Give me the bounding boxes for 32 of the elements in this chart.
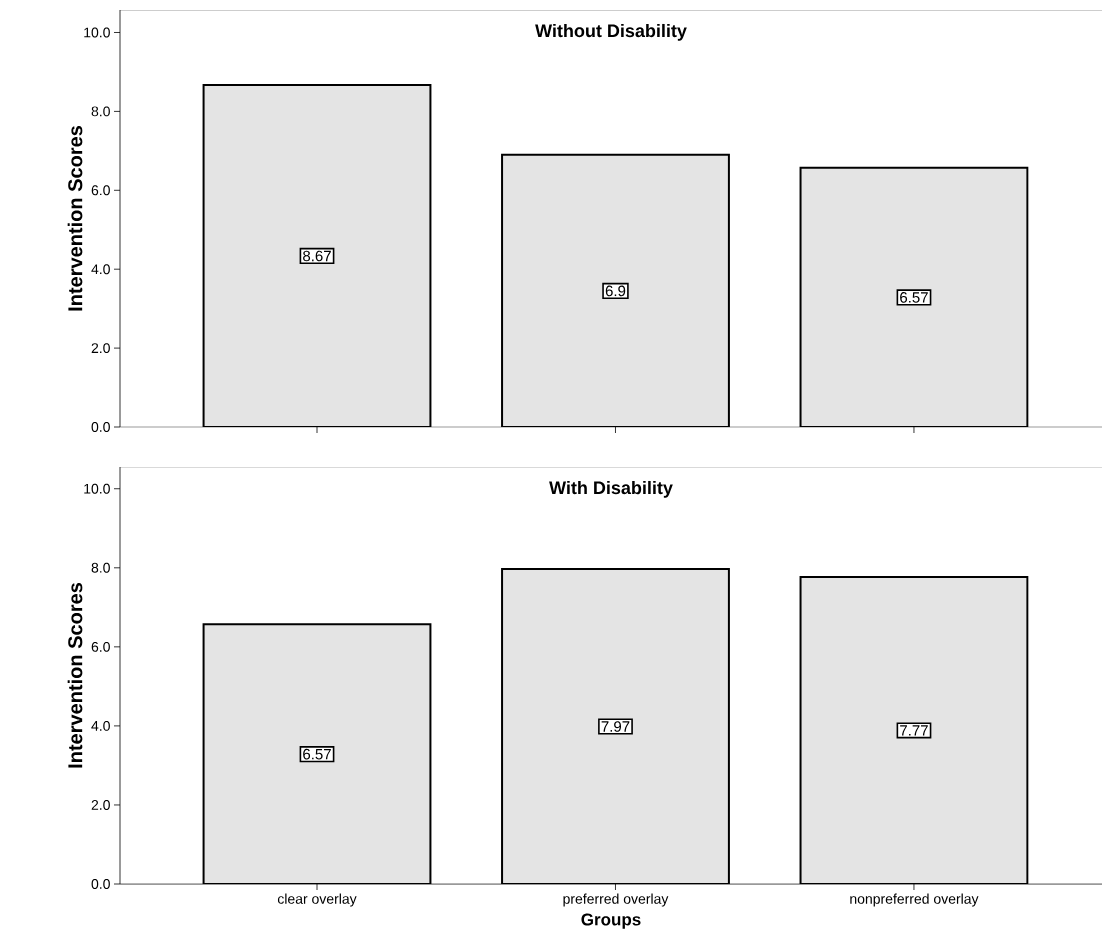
text: Without Disability [535,23,687,41]
data-label: 6.9 [605,285,626,297]
bar [799,575,1029,885]
y-tick-label: 8.0 [91,106,110,117]
y-axis-title: Intervention Scores [67,582,83,768]
y-tick-label: 10.0 [84,27,110,38]
data-label: 7.77 [900,725,928,736]
y-axis-title: Intervention Scores [67,125,83,311]
y-tick-label: 2.0 [91,343,110,354]
y-tick-label: 4.0 [91,720,110,731]
x-axis-title: Groups [581,913,641,929]
y-tick-label: 0.0 [91,422,110,432]
y-tick-label: 0.0 [91,879,110,889]
y-tick-label: 10.0 [84,483,110,494]
y-tick-label: 8.0 [91,562,110,573]
y-tick-label: 2.0 [91,799,110,810]
text: With Disability [549,480,673,498]
y-tick-label: 6.0 [91,185,110,196]
y-tick-label: 6.0 [91,641,110,652]
data-label: 6.57 [303,748,331,760]
data-label: 8.67 [303,250,331,262]
x-tick-label: clear overlay [277,893,357,907]
x-tick-label: nonpreferred overlay [850,893,979,907]
bar [501,153,730,427]
data-label: 7.97 [601,721,630,732]
bar [501,567,730,885]
bar [202,623,432,885]
bar [799,166,1029,427]
data-label: 6.57 [900,292,928,303]
bar [202,83,432,427]
x-tick-label: preferred overlay [563,893,669,907]
y-tick-label: 4.0 [91,264,110,275]
